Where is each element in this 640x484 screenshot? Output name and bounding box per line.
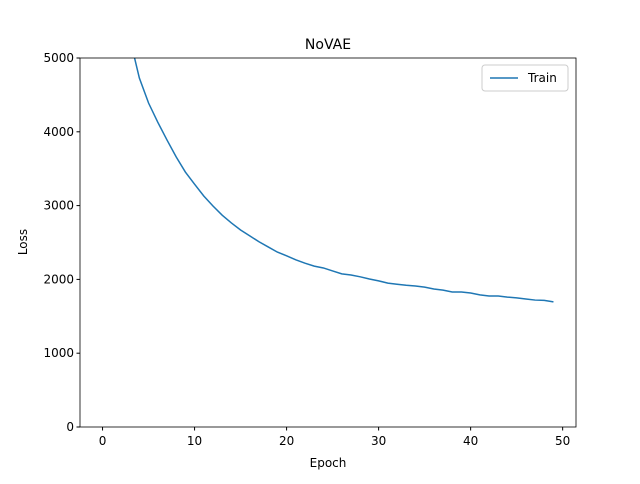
y-tick-label: 4000: [43, 125, 74, 139]
x-tick-label: 20: [279, 434, 294, 448]
y-axis-label: Loss: [16, 229, 30, 255]
x-axis-label: Epoch: [310, 456, 347, 470]
y-tick-label: 2000: [43, 272, 74, 286]
x-tick-label: 40: [463, 434, 478, 448]
x-tick-label: 30: [371, 434, 386, 448]
x-tick-label: 50: [555, 434, 570, 448]
x-tick-label: 10: [187, 434, 202, 448]
data-line: [133, 58, 554, 303]
legend-label: Train: [527, 71, 557, 85]
y-tick-label: 5000: [43, 51, 74, 65]
legend-box: [481, 64, 569, 92]
y-tick-label: 1000: [43, 346, 74, 360]
y-tick-label: 3000: [43, 199, 74, 213]
chart-title: NoVAE: [305, 37, 351, 53]
x-tick-label: 0: [99, 434, 107, 448]
y-tick-label: 0: [66, 420, 74, 434]
plot-frame: [79, 57, 577, 428]
